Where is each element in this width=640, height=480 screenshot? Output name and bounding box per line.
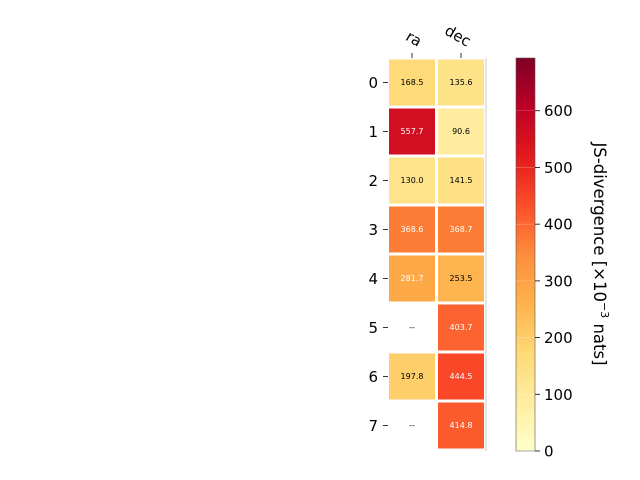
cell-value-label: 90.6 bbox=[452, 127, 470, 136]
colorbar-gradient bbox=[515, 57, 536, 452]
heatmap-cell bbox=[438, 206, 484, 253]
heatmap-cell bbox=[389, 59, 435, 106]
heatmap-cell bbox=[438, 304, 484, 351]
heatmap-cell bbox=[389, 255, 435, 302]
colorbar-tick-label: 0 bbox=[544, 443, 554, 461]
colorbar-tick-label: 200 bbox=[544, 329, 573, 347]
row-tick-label: 4 bbox=[368, 270, 378, 288]
heatmap-cell bbox=[438, 59, 484, 106]
cell-value-label: -- bbox=[409, 421, 415, 430]
cell-value-label: 141.5 bbox=[450, 176, 473, 185]
colorbar-tick-label: 300 bbox=[544, 272, 573, 290]
colorbar-tick-label: 100 bbox=[544, 386, 573, 404]
row-tick-labels: 0 1 2 3 4 5 6 7 bbox=[368, 74, 388, 435]
cell-value-label: 444.5 bbox=[450, 372, 473, 381]
heatmap-cell bbox=[438, 255, 484, 302]
cell-value-label: 368.6 bbox=[401, 225, 424, 234]
colorbar-tick-label: 500 bbox=[544, 159, 573, 177]
row-tick-label: 3 bbox=[368, 221, 378, 239]
heatmap-cell bbox=[389, 304, 435, 351]
cell-value-label: 557.7 bbox=[401, 127, 424, 136]
heatmap-cell bbox=[438, 157, 484, 204]
cell-value-label: 130.0 bbox=[401, 176, 424, 185]
colorbar-label: JS-divergence [×10−3 nats] bbox=[590, 141, 611, 365]
row-tick-label: 2 bbox=[368, 172, 378, 190]
colorbar-tick-label: 600 bbox=[544, 102, 573, 120]
cell-value-label: 135.6 bbox=[450, 78, 473, 87]
row-tick-label: 7 bbox=[368, 417, 378, 435]
row-tick-label: 0 bbox=[368, 74, 378, 92]
heatmap-cell bbox=[438, 353, 484, 400]
row-tick-label: 6 bbox=[368, 368, 378, 386]
row-tick-label: 5 bbox=[368, 319, 378, 337]
cell-value-label: 368.7 bbox=[450, 225, 473, 234]
heatmap-cell bbox=[389, 108, 435, 155]
heatmap-cell bbox=[389, 157, 435, 204]
heatmap-cell bbox=[389, 206, 435, 253]
heatmap-grid: 168.5 135.6 557.7 90.6 130.0 141.5 368.6 368.7 2… bbox=[389, 58, 487, 451]
cell-value-label: 253.5 bbox=[450, 274, 473, 283]
heatmap-cell bbox=[389, 402, 435, 449]
row-tick-label: 1 bbox=[368, 123, 378, 141]
cell-value-label: -- bbox=[409, 323, 415, 332]
cell-value-label: 197.8 bbox=[401, 372, 424, 381]
colorbar-ticks: 0 100 200 300 400 500 600 bbox=[516, 102, 573, 461]
column-tick-labels: ra dec bbox=[403, 21, 474, 58]
colorbar-tick-label: 400 bbox=[544, 216, 573, 234]
column-tick-label: ra bbox=[403, 27, 425, 50]
heatmap-cell bbox=[438, 108, 484, 155]
cell-value-label: 168.5 bbox=[401, 78, 424, 87]
heatmap-cell bbox=[389, 353, 435, 400]
column-tick-label: dec bbox=[442, 21, 474, 50]
cell-value-label: 403.7 bbox=[450, 323, 473, 332]
cell-value-label: 281.7 bbox=[401, 274, 424, 283]
colorbar: 0 100 200 300 400 500 600 JS-divergence [×10−3… bbox=[515, 57, 611, 461]
cell-value-label: 414.8 bbox=[450, 421, 473, 430]
heatmap-cell bbox=[438, 402, 484, 449]
